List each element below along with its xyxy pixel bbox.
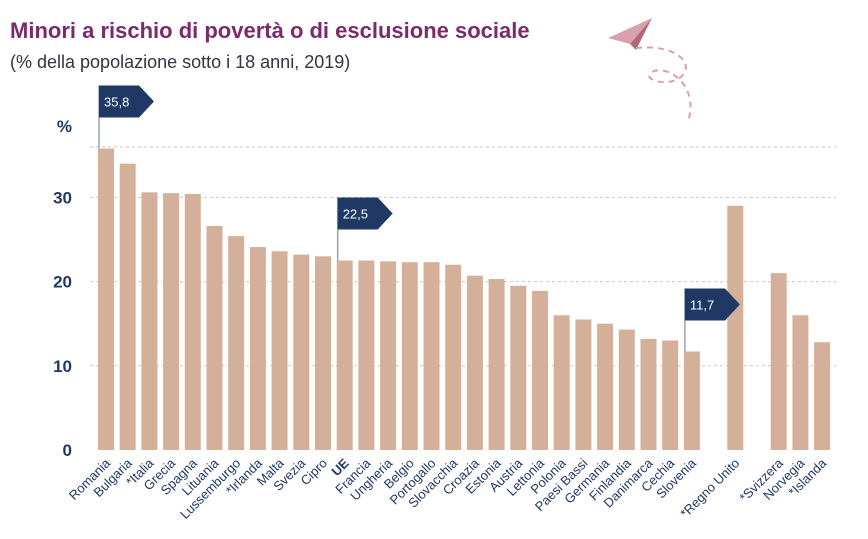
bar <box>662 340 679 450</box>
bar <box>770 273 787 450</box>
bar <box>293 254 310 450</box>
flag-value-label: 35,8 <box>104 95 129 110</box>
bar <box>597 323 614 450</box>
bar <box>163 193 180 450</box>
y-tick-label: 20 <box>53 273 72 292</box>
bar <box>510 285 527 450</box>
flag-value-label: 11,7 <box>690 297 714 312</box>
y-axis-label: % <box>57 117 72 136</box>
bar <box>423 262 440 450</box>
bar <box>184 194 201 450</box>
bar <box>249 247 266 450</box>
bar <box>640 338 657 450</box>
bar <box>206 226 223 450</box>
bar <box>336 260 353 450</box>
paper-plane-icon <box>608 18 692 123</box>
bar <box>488 279 505 450</box>
bar <box>553 315 570 450</box>
bar <box>119 163 136 450</box>
bar <box>141 192 158 450</box>
y-tick-label: 30 <box>53 188 72 207</box>
flag <box>684 288 740 321</box>
bar <box>271 251 288 450</box>
y-tick-label: 10 <box>53 357 72 376</box>
bar <box>618 329 635 450</box>
bar <box>358 260 375 450</box>
bar <box>575 319 592 450</box>
bar <box>683 351 700 450</box>
bar <box>814 342 831 450</box>
bar <box>727 205 744 450</box>
bar <box>532 290 548 450</box>
flag-value-label: 22,5 <box>343 207 368 222</box>
flag <box>99 85 154 118</box>
flag <box>337 197 393 230</box>
bar <box>792 315 809 450</box>
chart-title: Minori a rischio di povertà o di esclusi… <box>10 18 530 43</box>
bar <box>466 275 483 450</box>
bar <box>380 261 397 450</box>
bar <box>445 264 462 450</box>
y-tick-label: 0 <box>63 441 72 460</box>
bar <box>98 148 114 451</box>
chart-subtitle: (% della popolazione sotto i 18 anni, 20… <box>10 52 351 72</box>
bar <box>315 256 331 450</box>
bar <box>401 262 418 450</box>
bar <box>228 236 245 450</box>
